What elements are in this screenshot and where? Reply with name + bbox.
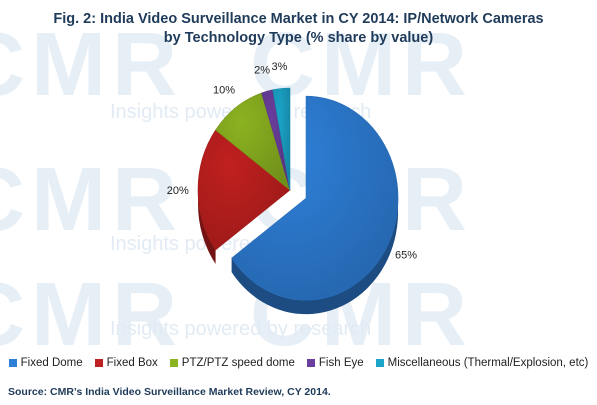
pie-slice-fixed-box bbox=[197, 129, 291, 251]
legend-item: PTZ/PTZ speed dome bbox=[169, 357, 295, 369]
legend-swatch bbox=[375, 359, 384, 367]
legend-item: Fixed Box bbox=[94, 357, 158, 369]
pie-top bbox=[197, 87, 399, 301]
data-label: 20% bbox=[167, 185, 189, 197]
chart-title-line1: Fig. 2: India Video Surveillance Market … bbox=[53, 11, 544, 27]
legend-item: Fixed Dome bbox=[8, 357, 83, 369]
legend-label: Miscellaneous (Thermal/Explosion, etc) bbox=[387, 357, 589, 369]
pie-slice-fixed-dome bbox=[231, 95, 399, 301]
legend-label: PTZ/PTZ speed dome bbox=[181, 357, 295, 369]
chart-title-line2: by Technology Type (% share by value) bbox=[163, 30, 434, 46]
legend-label: Fixed Box bbox=[106, 357, 158, 369]
legend-swatch bbox=[169, 359, 178, 367]
legend-item: Miscellaneous (Thermal/Explosion, etc) bbox=[375, 357, 589, 369]
legend-label: Fish Eye bbox=[318, 357, 364, 369]
source-note: Source: CMR’s India Video Surveillance M… bbox=[8, 386, 331, 398]
legend-swatch bbox=[8, 359, 17, 367]
pie-labels: 65% 20% 10% 2% 3% bbox=[167, 61, 418, 262]
legend-swatch bbox=[94, 359, 103, 367]
chart-title: Fig. 2: India Video Surveillance Market … bbox=[0, 10, 597, 48]
data-label: 10% bbox=[213, 84, 235, 96]
pie-slice-miscellaneous-thermal-explosion-etc bbox=[272, 87, 291, 191]
legend-label: Fixed Dome bbox=[20, 357, 83, 369]
data-label: 3% bbox=[271, 61, 287, 73]
chart-legend: Fixed Dome Fixed Box PTZ/PTZ speed dome Fis… bbox=[0, 357, 597, 369]
legend-item: Fish Eye bbox=[306, 357, 364, 369]
data-label: 2% bbox=[254, 64, 270, 76]
data-label: 65% bbox=[395, 250, 417, 262]
legend-swatch bbox=[306, 359, 315, 367]
